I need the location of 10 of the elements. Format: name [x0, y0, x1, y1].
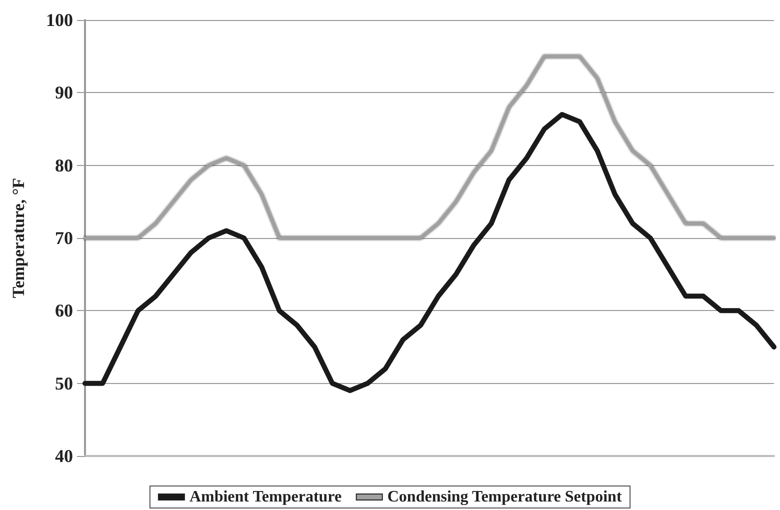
y-tick-label: 40: [55, 446, 73, 466]
legend-label: Ambient Temperature: [189, 488, 342, 506]
legend-label: Condensing Temperature Setpoint: [387, 488, 622, 506]
y-tick-label: 80: [55, 155, 73, 176]
y-axis-title: Temperature, °F: [9, 178, 28, 298]
y-tick-label: 50: [55, 373, 73, 394]
y-tick-label: 70: [55, 228, 73, 248]
y-tick-label: 100: [46, 10, 73, 30]
y-tick-label: 60: [55, 300, 73, 321]
y-tick-label: 90: [55, 82, 73, 103]
